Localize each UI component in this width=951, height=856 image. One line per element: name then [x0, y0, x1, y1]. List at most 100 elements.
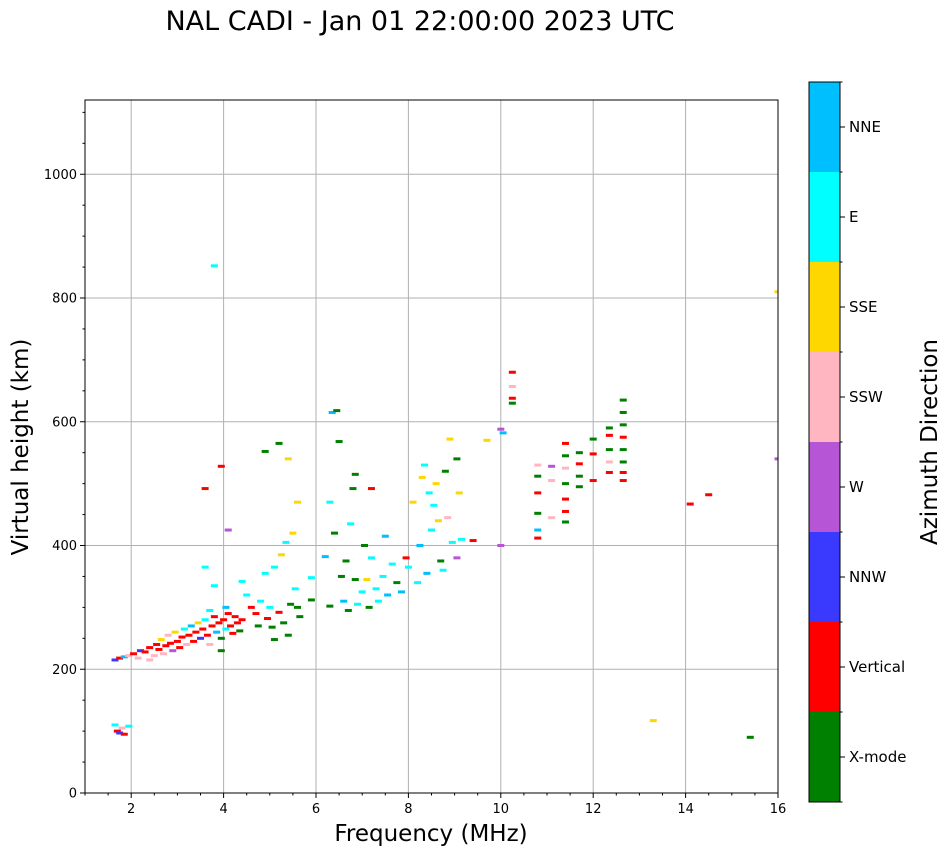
data-point [372, 587, 380, 591]
data-point [270, 638, 278, 642]
data-point [263, 617, 271, 621]
data-point [428, 528, 435, 532]
data-point [294, 500, 302, 504]
data-point [397, 590, 405, 594]
data-point [268, 625, 276, 629]
data-point [534, 528, 542, 532]
data-point [247, 605, 255, 609]
data-point [774, 457, 778, 461]
data-point [432, 482, 440, 486]
data-point [649, 719, 657, 723]
data-point [367, 487, 375, 491]
data-point [169, 649, 177, 653]
data-point [340, 599, 348, 603]
data-point [208, 624, 216, 628]
data-point [367, 556, 375, 560]
data-point [192, 630, 200, 634]
data-point [284, 633, 292, 637]
data-point [224, 612, 232, 616]
data-point [416, 544, 424, 547]
colorbar-segment [809, 352, 840, 442]
data-point [275, 610, 283, 614]
data-point [296, 615, 304, 619]
data-point [210, 615, 218, 619]
data-point [217, 636, 225, 640]
data-point [619, 470, 627, 474]
data-point [418, 475, 426, 479]
data-point [589, 437, 597, 441]
data-point [402, 556, 410, 560]
data-point [548, 516, 556, 520]
data-point [171, 630, 179, 634]
data-point [155, 647, 163, 651]
data-point [141, 650, 149, 654]
data-point [236, 629, 244, 633]
data-point [187, 624, 195, 628]
data-point [354, 602, 362, 606]
data-point [199, 627, 207, 631]
data-point [261, 449, 269, 453]
data-point [166, 641, 174, 645]
data-point [289, 531, 297, 535]
colorbar-tick-label: SSE [849, 298, 878, 316]
data-point [374, 599, 382, 603]
data-point [534, 491, 542, 495]
data-point [361, 544, 369, 547]
data-point [430, 503, 438, 507]
data-point [231, 615, 239, 619]
data-point [120, 732, 128, 736]
data-point [217, 464, 225, 468]
data-point [328, 410, 336, 414]
data-point [197, 636, 204, 640]
data-point [619, 423, 627, 427]
data-point [111, 658, 119, 662]
colorbar-tick-label: NNW [849, 568, 886, 586]
data-point [277, 553, 285, 557]
data-point [499, 431, 507, 435]
colorbar-segment [809, 442, 840, 532]
x-tick-label: 12 [585, 802, 602, 817]
data-point [497, 544, 505, 547]
data-point [162, 644, 170, 648]
data-point [774, 290, 778, 294]
data-point [284, 457, 292, 461]
data-point [534, 474, 542, 478]
colorbar: X-mode Vertical NNW W SSW SSE E NNE [809, 81, 906, 803]
data-point [589, 452, 597, 456]
colorbar-segment [809, 172, 840, 262]
data-point [548, 479, 556, 483]
data-point [425, 491, 433, 495]
data-point [508, 396, 516, 400]
data-point [365, 605, 373, 609]
data-point [160, 652, 168, 656]
data-point [146, 658, 154, 662]
data-point [439, 568, 447, 572]
data-point [575, 462, 583, 466]
data-marks [111, 264, 778, 739]
data-point [393, 581, 401, 585]
colorbar-segment [809, 532, 840, 622]
data-point [222, 627, 230, 631]
colorbar-tick-label: E [849, 208, 858, 226]
data-point [497, 427, 505, 431]
data-point [210, 584, 218, 588]
data-point [561, 482, 569, 486]
chart-title: NAL CADI - Jan 01 22:00:00 2023 UTC [165, 6, 675, 37]
data-point [150, 654, 158, 658]
data-point [201, 618, 209, 622]
data-point [201, 487, 209, 491]
data-point [444, 516, 452, 520]
data-point [409, 500, 417, 504]
data-point [130, 652, 138, 656]
y-tick-label: 200 [52, 663, 77, 678]
y-tick-label: 600 [52, 415, 77, 430]
data-point [330, 531, 338, 535]
data-point [206, 643, 214, 646]
data-point [388, 562, 396, 566]
x-tick-label: 2 [127, 802, 135, 817]
data-point [213, 630, 221, 634]
data-point [183, 643, 191, 646]
data-point [619, 448, 627, 452]
x-tick-label: 4 [219, 802, 227, 817]
data-point [254, 624, 262, 628]
